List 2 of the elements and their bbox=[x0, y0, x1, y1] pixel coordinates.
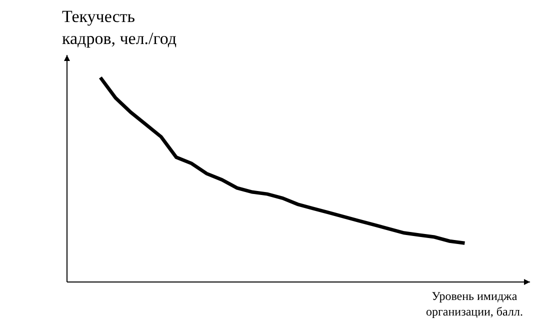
y-axis-title: Текучесть кадров, чел./год bbox=[62, 7, 177, 48]
x-axis-title: Уровень имиджа организации, балл. bbox=[426, 289, 523, 319]
